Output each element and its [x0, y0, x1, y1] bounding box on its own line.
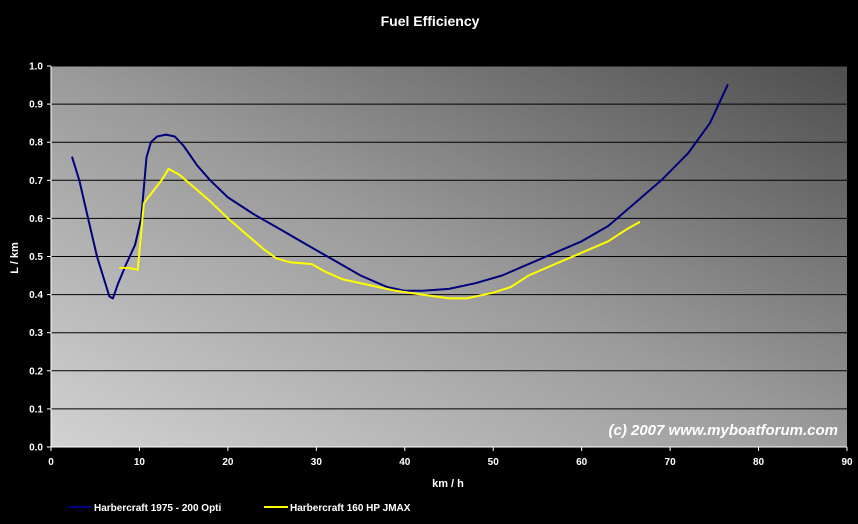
- x-tick-label: 20: [222, 457, 234, 468]
- legend-label-harbercraft-160: Harbercraft 160 HP JMAX: [290, 503, 411, 514]
- y-tick-label: 0.2: [29, 366, 43, 377]
- x-tick-label: 60: [576, 457, 588, 468]
- y-tick-label: 1.0: [29, 62, 43, 73]
- copyright-annotation: (c) 2007 www.myboatforum.com: [609, 422, 839, 439]
- x-tick-label: 10: [134, 457, 146, 468]
- y-tick-label: 0.6: [29, 214, 43, 225]
- legend-label-harbercraft-1975: Harbercraft 1975 - 200 Opti: [94, 503, 222, 514]
- chart-title: Fuel Efficiency: [381, 13, 480, 29]
- x-tick-label: 50: [488, 457, 500, 468]
- y-tick-label: 0.8: [29, 138, 43, 149]
- series-line-0: [71, 84, 729, 300]
- y-tick-label: 0.7: [29, 176, 43, 187]
- y-tick-label: 0.4: [29, 290, 43, 301]
- y-tick-label: 0.0: [29, 443, 43, 454]
- x-tick-label: 80: [753, 457, 765, 468]
- x-axis-label: km / h: [432, 478, 464, 490]
- y-tick-label: 0.3: [29, 328, 43, 339]
- x-tick-label: 70: [665, 457, 677, 468]
- y-tick-label: 0.5: [29, 252, 43, 263]
- x-tick-label: 30: [311, 457, 323, 468]
- x-tick-label: 90: [841, 457, 853, 468]
- series-line-1: [119, 167, 641, 300]
- x-tick-label: 0: [48, 457, 54, 468]
- x-tick-label: 40: [399, 457, 411, 468]
- y-axis-label: L / km: [9, 242, 21, 274]
- y-tick-label: 0.1: [29, 404, 43, 415]
- x-axis-ticks: 0 10 20 30 40 50 60 70 80 90: [48, 447, 853, 468]
- y-tick-label: 0.9: [29, 100, 43, 111]
- legend: Harbercraft 1975 - 200 Opti Harbercraft …: [68, 503, 411, 514]
- series-lines: [71, 84, 729, 300]
- y-axis-ticks: 0.0 0.1 0.2 0.3 0.4 0.5 0.6 0.7 0.8 0.9 1.0: [29, 62, 51, 454]
